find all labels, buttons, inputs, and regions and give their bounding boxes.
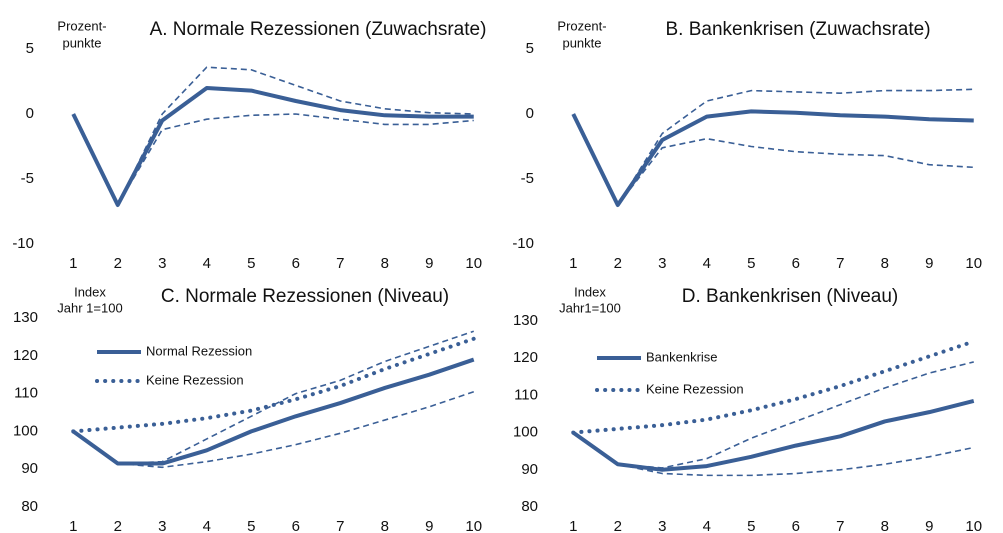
y-tick-label: 120: [513, 349, 538, 366]
chart-title: A. Normale Rezessionen (Zuwachsrate): [150, 19, 487, 40]
x-tick-label: 3: [658, 518, 666, 533]
y-tick-label: -5: [521, 170, 534, 187]
x-tick-label: 7: [836, 518, 844, 533]
y-tick-label: 130: [13, 309, 38, 326]
x-tick-label: 3: [158, 255, 166, 272]
y-tick-label: 90: [21, 460, 38, 477]
x-tick-label: 4: [703, 255, 711, 272]
series-line: [117, 330, 475, 465]
series-line: [117, 113, 474, 206]
x-tick-label: 1: [569, 518, 577, 533]
x-tick-label: 2: [614, 518, 622, 533]
x-tick-label: 10: [465, 255, 482, 272]
x-tick-label: 6: [792, 255, 800, 272]
series-line: [117, 66, 474, 206]
y-tick-label: 0: [526, 105, 534, 122]
y-tick-label: -10: [512, 235, 534, 252]
x-tick-label: 8: [881, 255, 889, 272]
y-axis-label: Prozent-: [557, 18, 606, 33]
x-tick-label: 8: [381, 518, 389, 533]
y-axis-label: punkte: [62, 35, 101, 50]
x-tick-label: 4: [203, 518, 211, 533]
chart-title: D. Bankenkrisen (Niveau): [682, 286, 898, 307]
series-line: [617, 446, 974, 477]
chart-title: C. Normale Rezessionen (Niveau): [161, 286, 449, 307]
x-tick-label: 8: [381, 255, 389, 272]
x-tick-label: 9: [925, 255, 933, 272]
y-tick-label: 110: [14, 385, 38, 402]
x-tick-label: 4: [703, 518, 711, 533]
x-tick-label: 9: [425, 518, 433, 533]
series-line: [71, 86, 474, 207]
x-tick-label: 7: [336, 255, 344, 272]
x-tick-label: 5: [747, 255, 755, 272]
x-tick-label: 10: [465, 518, 482, 533]
x-tick-label: 10: [965, 518, 982, 533]
y-tick-label: -5: [21, 170, 34, 187]
legend-label: Normal Rezession: [146, 343, 252, 358]
series-line: [117, 390, 475, 469]
x-tick-label: 2: [114, 518, 122, 533]
x-tick-label: 7: [836, 255, 844, 272]
legend-label: Keine Rezession: [646, 381, 744, 396]
x-tick-label: 3: [658, 255, 666, 272]
x-tick-label: 4: [203, 255, 211, 272]
series-line: [617, 137, 974, 206]
x-tick-label: 8: [881, 518, 889, 533]
series-line: [71, 336, 476, 434]
legend-label: Bankenkrise: [646, 349, 718, 364]
y-tick-label: 110: [514, 386, 538, 403]
y-axis-label: Jahr 1=100: [57, 300, 122, 315]
series-line: [72, 357, 475, 466]
y-axis-label: punkte: [562, 35, 601, 50]
x-tick-label: 3: [158, 518, 166, 533]
x-tick-label: 2: [114, 255, 122, 272]
y-tick-label: 5: [26, 40, 34, 57]
x-tick-label: 5: [247, 518, 255, 533]
chart-title: B. Bankenkrisen (Zuwachsrate): [665, 19, 930, 40]
y-tick-label: 130: [513, 312, 538, 329]
y-tick-label: 80: [21, 498, 38, 515]
legend-label: Keine Rezession: [146, 372, 244, 387]
y-axis-label: Index: [574, 284, 606, 299]
x-tick-label: 6: [792, 518, 800, 533]
y-tick-label: -10: [12, 235, 34, 252]
x-tick-label: 10: [965, 255, 982, 272]
x-tick-label: 9: [425, 255, 433, 272]
x-tick-label: 2: [614, 255, 622, 272]
series-line: [617, 88, 974, 206]
x-tick-label: 7: [336, 518, 344, 533]
x-tick-label: 1: [569, 255, 577, 272]
x-tick-label: 6: [292, 518, 300, 533]
x-tick-label: 1: [69, 255, 77, 272]
y-tick-label: 100: [13, 422, 38, 439]
x-tick-label: 1: [69, 518, 77, 533]
x-tick-label: 6: [292, 255, 300, 272]
y-tick-label: 90: [521, 461, 538, 478]
y-tick-label: 100: [513, 424, 538, 441]
y-tick-label: 0: [26, 105, 34, 122]
x-tick-label: 5: [747, 518, 755, 533]
x-tick-label: 9: [925, 518, 933, 533]
y-tick-label: 5: [526, 40, 534, 57]
y-axis-label: Prozent-: [57, 18, 106, 33]
series-line: [571, 109, 974, 207]
series-line: [572, 399, 975, 472]
y-tick-label: 120: [13, 347, 38, 364]
series-line: [571, 339, 976, 435]
y-axis-label: Index: [74, 284, 106, 299]
x-tick-label: 5: [247, 255, 255, 272]
y-axis-label: Jahr1=100: [559, 300, 621, 315]
series-line: [617, 361, 974, 469]
y-tick-label: 80: [521, 498, 538, 515]
